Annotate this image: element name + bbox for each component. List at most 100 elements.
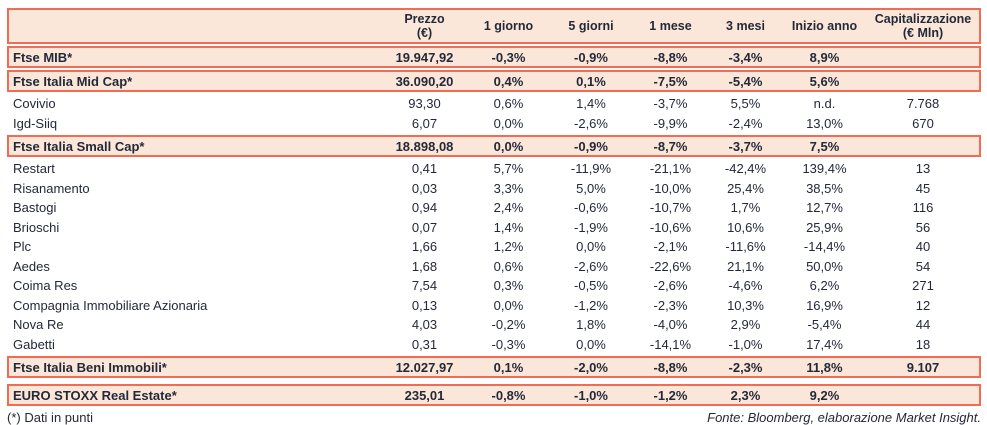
source-attribution: Fonte: Bloomberg, elaborazione Market In…: [707, 410, 981, 425]
row-name: Nova Re: [13, 317, 64, 333]
row-prezzo: 0,07: [411, 219, 438, 235]
row-5-giorni: -1,0%: [574, 387, 608, 403]
row-1-mese: -2,1%: [653, 239, 688, 255]
row-3-mesi: 25,4%: [727, 180, 764, 196]
row-3-mesi: -11,6%: [725, 239, 766, 255]
col-header-capitalizzazione: Capitalizzazione (€ Mln): [867, 10, 979, 42]
row-capitalizzazione: 40: [915, 239, 931, 255]
row-3-mesi: 10,3%: [727, 297, 764, 313]
row-3-mesi: -42,4%: [724, 161, 767, 177]
row-3-mesi: 10,6%: [727, 219, 764, 235]
row-capitalizzazione: 12: [915, 297, 931, 313]
row-inizio-anno: 5,6%: [809, 73, 840, 89]
table-row: Ftse Italia Mid Cap* 36.090,20 0,4% 0,1%…: [7, 70, 981, 92]
row-5-giorni: -1,9%: [574, 219, 608, 235]
row-5-giorni: 0,1%: [576, 73, 606, 89]
row-1-mese: -2,6%: [653, 278, 688, 294]
row-1-giorno: 3,3%: [493, 180, 524, 196]
row-prezzo: 4,03: [411, 317, 438, 333]
row-3-mesi: -2,4%: [728, 115, 763, 131]
table-row: Ftse Italia Beni Immobili* 12.027,97 0,1…: [7, 356, 981, 378]
row-name: Risanamento: [13, 180, 90, 196]
row-name: Bastogi: [13, 200, 57, 216]
row-1-mese: -8,8%: [653, 49, 688, 65]
row-3-mesi: 1,7%: [730, 200, 761, 216]
row-prezzo: 7,54: [411, 278, 438, 294]
table-footer: (*) Dati in punti Fonte: Bloomberg, elab…: [7, 410, 981, 425]
row-inizio-anno: 12,7%: [806, 200, 843, 216]
table-row: Ftse Italia Small Cap* 18.898,08 0,0% -0…: [7, 135, 981, 157]
row-inizio-anno: 139,4%: [802, 161, 847, 177]
row-inizio-anno: 25,9%: [806, 219, 843, 235]
table-row: Risanamento 0,03 3,3% 5,0% -10,0% 25,4% …: [7, 179, 981, 199]
table-row: Coima Res 7,54 0,3% -0,5% -2,6% -4,6% 6,…: [7, 276, 981, 296]
row-prezzo: 0,13: [411, 297, 438, 313]
row-1-giorno: 0,0%: [493, 138, 524, 154]
row-1-giorno: 0,1%: [493, 359, 524, 375]
row-name: Coima Res: [13, 278, 78, 294]
row-prezzo: 36.090,20: [395, 73, 454, 89]
row-1-giorno: -0,3%: [491, 49, 526, 65]
row-3-mesi: -1,0%: [728, 336, 763, 352]
row-1-mese: -9,9%: [653, 115, 688, 131]
row-1-giorno: 0,3%: [493, 278, 524, 294]
table-row: Brioschi 0,07 1,4% -1,9% -10,6% 10,6% 25…: [7, 218, 981, 238]
row-3-mesi: -4,6%: [728, 278, 763, 294]
row-5-giorni: 1,8%: [576, 317, 606, 333]
col-header-1-mese: 1 mese: [632, 10, 709, 42]
row-5-giorni: -1,2%: [574, 297, 608, 313]
row-inizio-anno: 6,2%: [809, 278, 840, 294]
row-3-mesi: 2,3%: [730, 387, 761, 403]
row-inizio-anno: 16,9%: [806, 297, 843, 313]
row-5-giorni: 0,0%: [576, 239, 606, 255]
row-prezzo: 93,30: [408, 96, 441, 112]
row-prezzo: 0,03: [411, 180, 438, 196]
row-prezzo: 12.027,97: [395, 359, 454, 375]
row-5-giorni: 5,0%: [576, 180, 606, 196]
row-capitalizzazione: 56: [915, 219, 931, 235]
row-1-giorno: -0,3%: [491, 336, 526, 352]
row-5-giorni: -2,0%: [574, 359, 608, 375]
row-3-mesi: 5,5%: [730, 96, 761, 112]
row-capitalizzazione: 44: [915, 317, 931, 333]
row-5-giorni: 0,0%: [576, 336, 606, 352]
row-3-mesi: 2,9%: [730, 317, 761, 333]
row-3-mesi: 21,1%: [727, 258, 764, 274]
row-prezzo: 1,66: [411, 239, 438, 255]
performance-table: Prezzo (€) 1 giorno 5 giorni 1 mese 3 me…: [7, 8, 981, 406]
row-1-mese: -14,1%: [649, 336, 692, 352]
row-1-giorno: 0,0%: [493, 115, 524, 131]
row-inizio-anno: -5,4%: [807, 317, 842, 333]
row-name: Ftse Italia Beni Immobili*: [13, 359, 167, 375]
row-name: EURO STOXX Real Estate*: [13, 387, 177, 403]
row-inizio-anno: 9,2%: [809, 387, 840, 403]
table-row: Aedes 1,68 0,6% -2,6% -22,6% 21,1% 50,0%…: [7, 257, 981, 277]
col-header-1-giorno: 1 giorno: [467, 10, 550, 42]
row-name: Covivio: [13, 96, 56, 112]
table-row: Bastogi 0,94 2,4% -0,6% -10,7% 1,7% 12,7…: [7, 198, 981, 218]
row-1-giorno: 0,6%: [493, 258, 524, 274]
row-1-giorno: -0,8%: [491, 387, 526, 403]
table-row: Covivio 93,30 0,6% 1,4% -3,7% 5,5% n.d. …: [7, 94, 981, 114]
row-name: Brioschi: [13, 219, 60, 235]
row-5-giorni: -2,6%: [574, 258, 608, 274]
row-inizio-anno: 17,4%: [806, 336, 843, 352]
col-header-capitalizzazione-sub: (€ Mln): [902, 26, 944, 40]
row-1-mese: -1,2%: [653, 387, 688, 403]
col-header-inizio-anno-label: Inizio anno: [791, 19, 858, 33]
row-name: Ftse Italia Mid Cap*: [13, 73, 133, 89]
row-name: Igd-Siiq: [13, 115, 58, 131]
row-1-giorno: -0,2%: [491, 317, 526, 333]
row-1-giorno: 1,4%: [493, 219, 524, 235]
row-5-giorni: -0,5%: [574, 278, 608, 294]
row-1-mese: -10,7%: [649, 200, 692, 216]
row-3-mesi: -3,4%: [728, 49, 763, 65]
col-header-3-mesi-label: 3 mesi: [726, 19, 765, 33]
table-row: Gabetti 0,31 -0,3% 0,0% -14,1% -1,0% 17,…: [7, 335, 981, 355]
row-capitalizzazione: 18: [915, 336, 931, 352]
col-header-prezzo-label: Prezzo: [404, 12, 445, 26]
row-capitalizzazione: 670: [912, 115, 934, 131]
row-name: Gabetti: [13, 336, 55, 352]
table-row: Restart 0,41 5,7% -11,9% -21,1% -42,4% 1…: [7, 159, 981, 179]
